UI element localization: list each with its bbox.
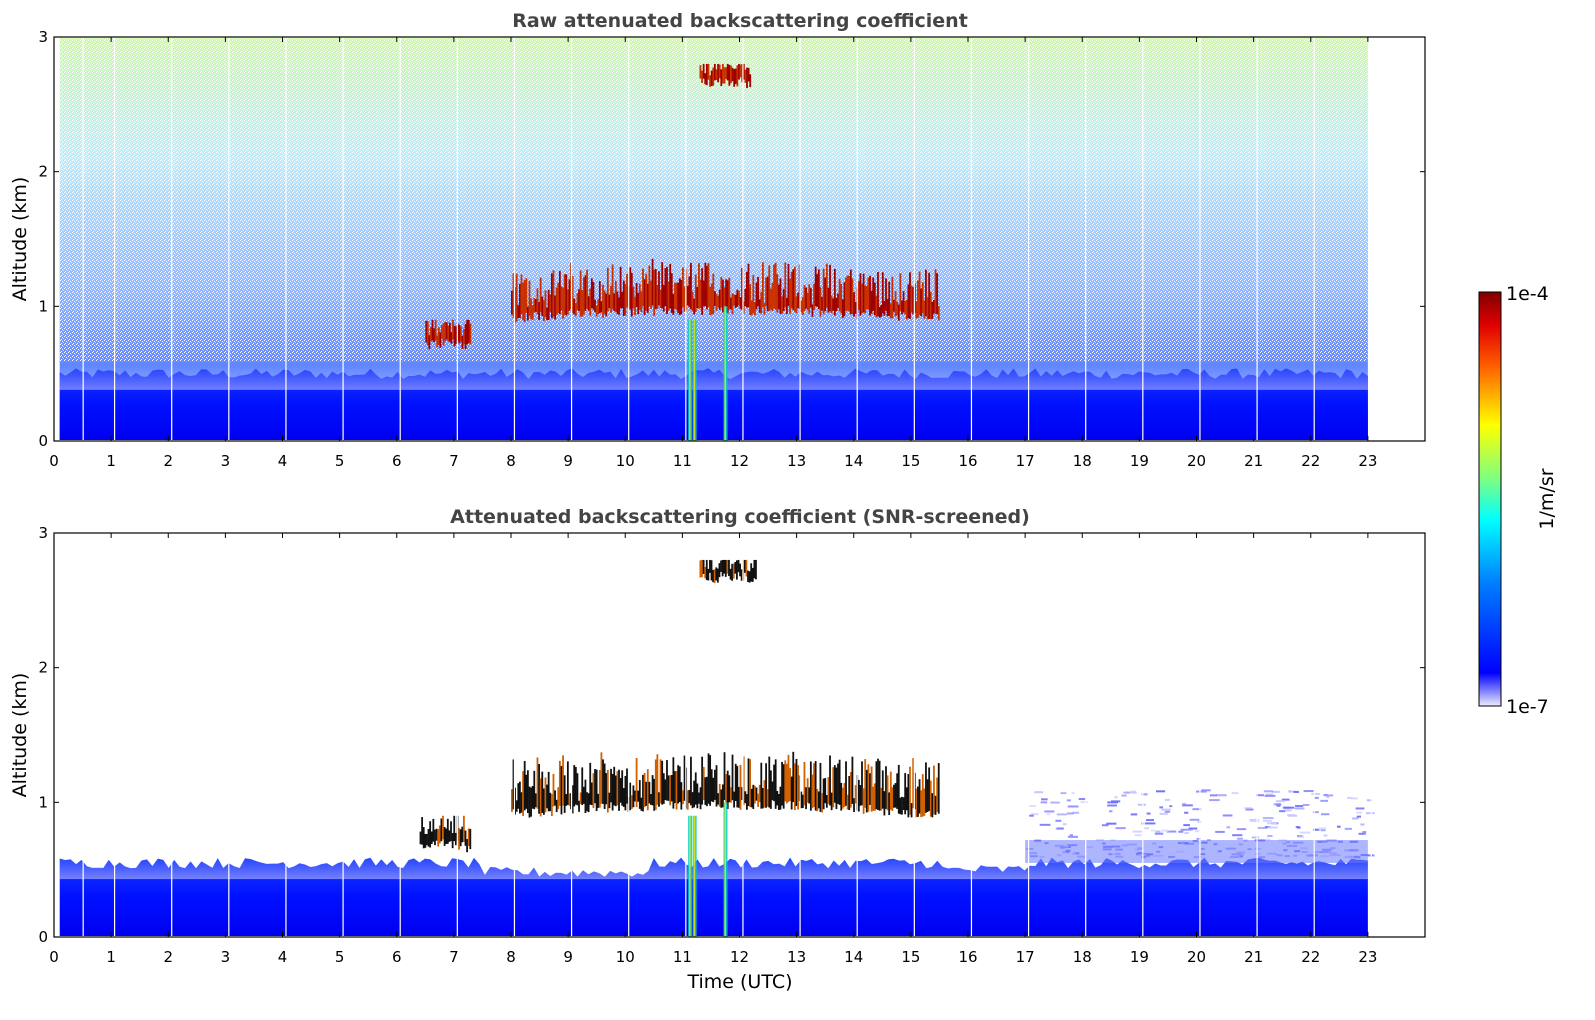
y-tick-label: 3 — [38, 524, 48, 542]
x-tick-label: 21 — [1244, 452, 1263, 470]
x-tick-label: 8 — [506, 452, 516, 470]
x-tick-label: 0 — [49, 948, 59, 966]
y-tick-label: 2 — [38, 659, 48, 677]
x-tick-label: 17 — [1016, 452, 1035, 470]
colorbar: 1e-4 1e-7 1/m/sr — [1478, 283, 1558, 718]
data-gaps — [56, 534, 1372, 936]
x-tick-label: 8 — [506, 948, 516, 966]
panel-title: Raw attenuated backscattering coefficien… — [512, 10, 968, 32]
x-axis: 0 1 2 3 4 5 6 7 8 9 10 11 12 13 14 15 16 17 18 19 20 21 22 23 — [49, 533, 1377, 966]
data-gaps — [56, 38, 1372, 440]
x-tick-label: 14 — [844, 948, 863, 966]
x-tick-label: 13 — [787, 948, 806, 966]
x-tick-label: 5 — [335, 452, 345, 470]
cloud-layer — [511, 258, 940, 323]
y-tick-label: 1 — [38, 793, 48, 811]
x-tick-label: 11 — [673, 948, 692, 966]
x-tick-label: 0 — [49, 452, 59, 470]
y-axis: 0 1 2 3 — [38, 28, 1425, 450]
x-tick-label: 13 — [787, 452, 806, 470]
x-tick-label: 7 — [449, 452, 459, 470]
x-tick-label: 6 — [392, 948, 402, 966]
boundary-layer — [59, 365, 1368, 440]
plot-area — [56, 534, 1375, 937]
x-tick-label: 16 — [958, 452, 977, 470]
snr-screened-panel: Attenuated backscattering coefficient (S… — [9, 506, 1426, 993]
aerosol-layer — [1025, 789, 1375, 863]
y-axis-label: Altitude (km) — [9, 673, 31, 798]
x-tick-label: 4 — [278, 948, 288, 966]
y-axis-label: Altitude (km) — [9, 177, 31, 302]
x-tick-label: 9 — [563, 948, 573, 966]
colorbar-gradient — [1478, 291, 1502, 707]
y-tick-label: 1 — [38, 297, 48, 315]
y-tick-label: 0 — [38, 432, 48, 450]
x-tick-label: 2 — [163, 948, 173, 966]
precipitation-shafts — [688, 802, 728, 937]
x-tick-label: 15 — [901, 452, 920, 470]
y-axis: 0 1 2 3 — [38, 524, 1425, 946]
x-axis: 0 1 2 3 4 5 6 7 8 9 10 11 12 13 14 15 16 17 18 19 20 21 22 23 — [49, 37, 1377, 470]
x-tick-label: 23 — [1358, 948, 1377, 966]
x-tick-label: 14 — [844, 452, 863, 470]
plot-area — [56, 38, 1372, 441]
x-tick-label: 16 — [958, 948, 977, 966]
x-tick-label: 15 — [901, 948, 920, 966]
x-tick-label: 7 — [449, 948, 459, 966]
x-tick-label: 17 — [1016, 948, 1035, 966]
x-tick-label: 1 — [106, 948, 116, 966]
x-tick-label: 22 — [1301, 948, 1320, 966]
x-tick-label: 11 — [673, 452, 692, 470]
colorbar-max-label: 1e-4 — [1506, 283, 1549, 305]
x-tick-label: 20 — [1187, 948, 1206, 966]
y-tick-label: 3 — [38, 28, 48, 46]
x-tick-label: 10 — [616, 948, 635, 966]
x-tick-label: 5 — [335, 948, 345, 966]
precipitation-shafts — [688, 306, 728, 441]
x-tick-label: 18 — [1073, 948, 1092, 966]
colorbar-unit-label: 1/m/sr — [1536, 468, 1558, 529]
x-tick-label: 23 — [1358, 452, 1377, 470]
x-tick-label: 3 — [221, 452, 231, 470]
x-tick-label: 18 — [1073, 452, 1092, 470]
x-tick-label: 22 — [1301, 452, 1320, 470]
x-tick-label: 10 — [616, 452, 635, 470]
x-tick-label: 6 — [392, 452, 402, 470]
x-tick-label: 4 — [278, 452, 288, 470]
x-tick-label: 12 — [730, 452, 749, 470]
x-tick-label: 9 — [563, 452, 573, 470]
raw-backscatter-panel: Raw attenuated backscattering coefficien… — [9, 10, 1426, 470]
x-tick-label: 12 — [730, 948, 749, 966]
cloud-layer — [419, 815, 472, 853]
cloud-layer — [511, 751, 940, 818]
y-tick-label: 2 — [38, 163, 48, 181]
x-tick-label: 19 — [1130, 948, 1149, 966]
x-tick-label: 1 — [106, 452, 116, 470]
colorbar-min-label: 1e-7 — [1506, 696, 1549, 718]
x-tick-label: 2 — [163, 452, 173, 470]
boundary-layer — [59, 854, 1368, 936]
x-axis-label: Time (UTC) — [686, 971, 792, 993]
x-tick-label: 20 — [1187, 452, 1206, 470]
x-tick-label: 21 — [1244, 948, 1263, 966]
y-tick-label: 0 — [38, 928, 48, 946]
x-tick-label: 19 — [1130, 452, 1149, 470]
cloud-layer — [699, 559, 757, 584]
x-tick-label: 3 — [221, 948, 231, 966]
cloud-layer — [699, 63, 752, 89]
panel-title: Attenuated backscattering coefficient (S… — [450, 506, 1030, 528]
